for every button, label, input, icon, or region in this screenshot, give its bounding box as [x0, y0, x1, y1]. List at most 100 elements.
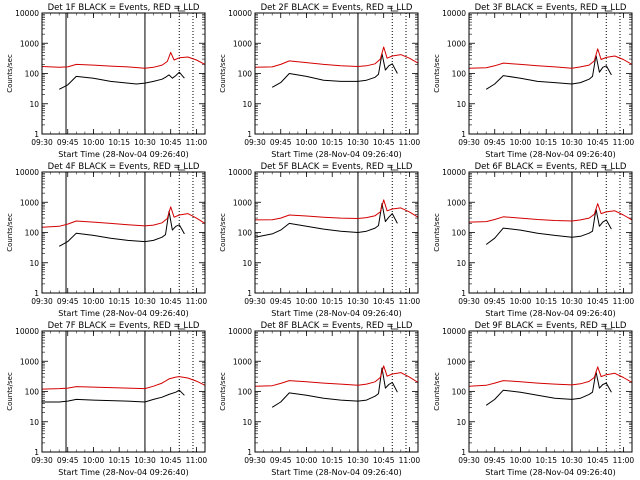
x-tick-label: 11:00 — [186, 456, 208, 465]
detector-panel-7: Det 7F BLACK = Events, RED = LLD Counts/s… — [6, 321, 207, 477]
y-axis-label: Counts/sec — [219, 54, 227, 93]
y-tick-label: 1000 — [447, 198, 466, 207]
x-axis-label: Start Time (28-Nov-04 09:26:40) — [271, 150, 401, 159]
x-tick-label: 09:30 — [244, 456, 266, 465]
x-tick-label: 11:00 — [399, 297, 421, 306]
x-tick-label: 11:00 — [186, 297, 208, 306]
series-line-lld — [468, 48, 633, 69]
detector-panel-1: Det 1F BLACK = Events, RED = LLD Counts/s… — [6, 3, 207, 159]
interval-bracket — [390, 6, 399, 12]
x-axis-label: Start Time (28-Nov-04 09:26:40) — [58, 468, 188, 477]
x-axis-label: Start Time (28-Nov-04 09:26:40) — [485, 468, 615, 477]
interval-bracket — [604, 6, 613, 12]
x-tick-label: 10:15 — [535, 297, 557, 306]
x-tick-label: 11:00 — [613, 456, 635, 465]
y-axis-label: Counts/sec — [433, 54, 441, 93]
y-tick-label: 1 — [34, 130, 39, 139]
x-tick-label: 09:45 — [57, 456, 79, 465]
y-tick-label: 1000 — [233, 39, 252, 48]
x-tick-label: 09:30 — [458, 138, 480, 147]
series-line-lld — [468, 366, 633, 387]
x-tick-label: 10:45 — [160, 138, 182, 147]
interval-bracket — [177, 165, 186, 171]
series-line-lld — [468, 203, 633, 223]
series-line-lld — [41, 51, 206, 69]
panel-title: Det 5F BLACK = Events, RED = LLD — [261, 162, 413, 172]
y-tick-label: 1 — [34, 448, 39, 457]
x-tick-label: 10:00 — [296, 456, 318, 465]
series-line-events — [271, 367, 398, 408]
y-tick-label: 10000 — [15, 168, 39, 177]
y-tick-label: 1 — [461, 448, 466, 457]
y-tick-label: 10000 — [228, 9, 252, 18]
y-tick-label: 100 — [238, 229, 253, 238]
x-tick-label: 10:00 — [510, 297, 532, 306]
interval-bracket — [177, 324, 186, 330]
y-tick-label: 10 — [456, 259, 466, 268]
y-tick-label: 10 — [242, 100, 252, 109]
y-axis-label: Counts/sec — [219, 213, 227, 252]
y-tick-label: 10 — [242, 418, 252, 427]
y-tick-label: 10000 — [442, 9, 466, 18]
x-tick-label: 10:45 — [587, 297, 609, 306]
y-tick-label: 100 — [452, 70, 467, 79]
y-axis-label: Counts/sec — [6, 372, 14, 411]
y-tick-label: 1000 — [20, 198, 39, 207]
y-tick-label: 100 — [25, 70, 40, 79]
x-tick-label: 10:15 — [108, 456, 130, 465]
x-axis-label: Start Time (28-Nov-04 09:26:40) — [58, 309, 188, 318]
x-tick-label: 10:00 — [296, 138, 318, 147]
interval-bracket — [390, 324, 399, 330]
x-tick-label: 09:30 — [31, 456, 53, 465]
x-tick-label: 10:30 — [561, 456, 583, 465]
x-tick-label: 11:00 — [399, 456, 421, 465]
x-tick-label: 10:30 — [134, 138, 156, 147]
x-tick-label: 10:30 — [347, 456, 369, 465]
x-axis-label: Start Time (28-Nov-04 09:26:40) — [485, 150, 615, 159]
x-tick-label: 11:00 — [613, 138, 635, 147]
x-tick-label: 09:30 — [244, 297, 266, 306]
plot-frame — [468, 330, 633, 453]
x-tick-label: 11:00 — [186, 138, 208, 147]
detector-panel-5: Det 5F BLACK = Events, RED = LLD Counts/s… — [219, 162, 420, 318]
x-tick-label: 10:45 — [587, 138, 609, 147]
y-tick-label: 1000 — [233, 198, 252, 207]
x-tick-label: 09:45 — [270, 456, 292, 465]
x-axis-label: Start Time (28-Nov-04 09:26:40) — [485, 309, 615, 318]
x-tick-label: 09:45 — [484, 456, 506, 465]
x-tick-label: 09:45 — [484, 138, 506, 147]
detector-panel-2: Det 2F BLACK = Events, RED = LLD Counts/s… — [219, 3, 420, 159]
y-tick-label: 10000 — [15, 9, 39, 18]
x-tick-label: 11:00 — [399, 138, 421, 147]
y-tick-label: 10000 — [442, 327, 466, 336]
y-tick-label: 10000 — [15, 327, 39, 336]
series-line-events — [58, 71, 185, 90]
x-tick-label: 09:45 — [270, 138, 292, 147]
y-tick-label: 10 — [456, 418, 466, 427]
x-tick-label: 10:45 — [373, 138, 395, 147]
plot-frame — [254, 330, 419, 453]
x-tick-label: 09:30 — [31, 138, 53, 147]
series-line-events — [485, 208, 612, 245]
x-tick-label: 09:45 — [484, 297, 506, 306]
detector-panel-4: Det 4F BLACK = Events, RED = LLD Counts/s… — [6, 162, 207, 318]
x-tick-label: 10:30 — [134, 456, 156, 465]
x-tick-label: 10:45 — [587, 456, 609, 465]
series-line-lld — [41, 376, 206, 390]
x-tick-label: 10:15 — [321, 297, 343, 306]
series-line-events — [485, 54, 612, 90]
y-tick-label: 1 — [461, 130, 466, 139]
panel-title: Det 1F BLACK = Events, RED = LLD — [48, 3, 200, 13]
x-tick-label: 09:30 — [244, 138, 266, 147]
plot-frame — [41, 171, 206, 294]
x-tick-label: 09:45 — [270, 297, 292, 306]
interval-bracket — [604, 324, 613, 330]
series-line-lld — [41, 206, 206, 228]
x-tick-label: 10:00 — [510, 138, 532, 147]
panel-title: Det 6F BLACK = Events, RED = LLD — [475, 162, 627, 172]
y-tick-label: 1000 — [20, 39, 39, 48]
x-tick-label: 10:15 — [535, 138, 557, 147]
x-tick-label: 09:30 — [458, 297, 480, 306]
y-tick-label: 1000 — [447, 357, 466, 366]
